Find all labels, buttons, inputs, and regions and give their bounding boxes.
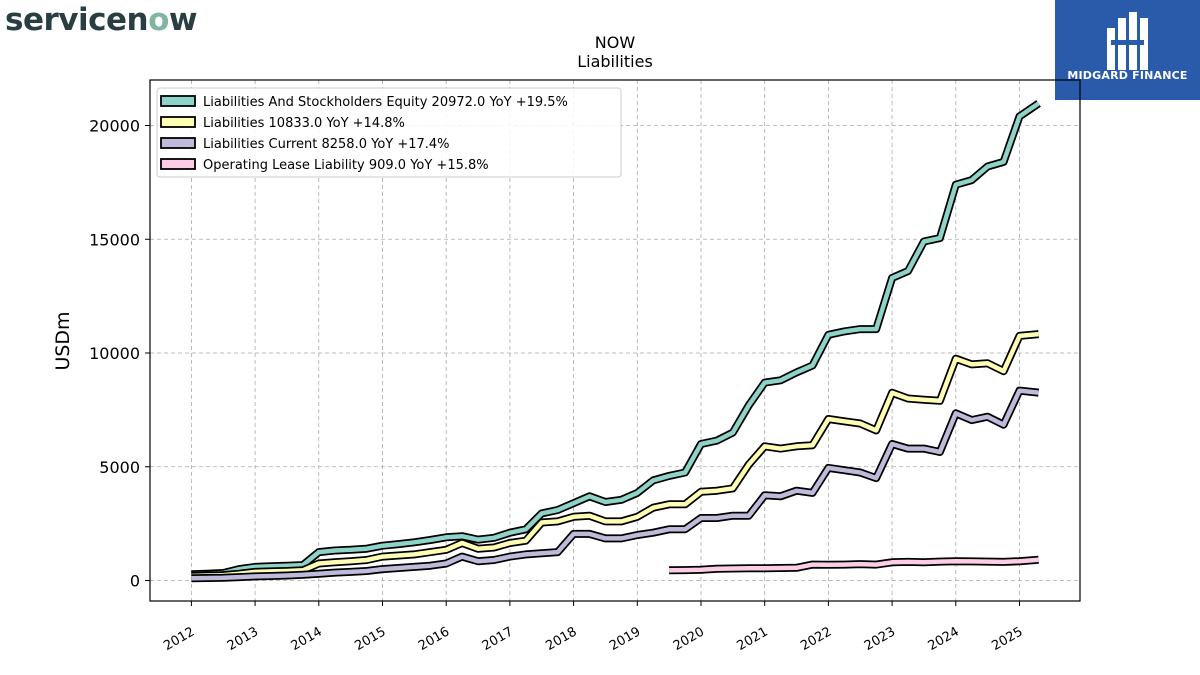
chart-subtitle: Liabilities bbox=[577, 52, 653, 71]
x-tick-label: 2015 bbox=[352, 624, 388, 654]
y-tick-label: 5000 bbox=[99, 458, 140, 477]
y-tick-label: 10000 bbox=[89, 344, 140, 363]
x-tick-label: 2013 bbox=[225, 624, 261, 654]
legend-entry: Liabilities 10833.0 YoY +14.8% bbox=[203, 116, 405, 131]
series-line bbox=[191, 100, 1041, 579]
legend-swatch bbox=[160, 158, 196, 170]
x-tick-label: 2017 bbox=[480, 624, 516, 654]
x-tick-label: 2023 bbox=[862, 624, 898, 654]
series-line bbox=[669, 555, 1039, 575]
legend-box bbox=[156, 87, 622, 178]
x-tick-label: 2024 bbox=[926, 624, 962, 654]
chart-title: NOW bbox=[595, 33, 636, 52]
series-line-fill bbox=[191, 331, 1039, 579]
legend-entry: Liabilities And Stockholders Equity 2097… bbox=[203, 95, 568, 110]
x-tick-label: 2020 bbox=[671, 624, 707, 654]
x-tick-label: 2014 bbox=[289, 624, 325, 654]
y-tick-label: 15000 bbox=[89, 230, 140, 249]
y-tick-label: 20000 bbox=[89, 117, 140, 136]
series-line bbox=[191, 330, 1039, 580]
legend-swatch bbox=[160, 137, 196, 149]
series-line-fill bbox=[669, 557, 1039, 573]
series-line bbox=[191, 386, 1040, 583]
servicenow-logo: servicenow bbox=[5, 2, 198, 38]
x-tick-label: 2019 bbox=[607, 624, 643, 654]
x-tick-label: 2018 bbox=[543, 624, 579, 654]
y-axis-label: USDm bbox=[52, 311, 74, 370]
series-line-fill bbox=[191, 388, 1039, 581]
x-tick-label: 2016 bbox=[416, 624, 452, 654]
legend-entry: Operating Lease Liability 909.0 YoY +15.… bbox=[203, 158, 489, 173]
midgard-logo-icon bbox=[1107, 12, 1148, 70]
legend-entry: Liabilities Current 8258.0 YoY +17.4% bbox=[203, 137, 450, 152]
legend-swatch bbox=[160, 116, 196, 128]
midgard-finance-badge: MIDGARD FINANCE bbox=[1055, 0, 1200, 100]
midgard-finance-label: MIDGARD FINANCE bbox=[1067, 69, 1188, 82]
plot-frame bbox=[149, 79, 1081, 602]
legend: Liabilities And Stockholders Equity 2097… bbox=[156, 87, 622, 178]
y-tick-label: 0 bbox=[130, 572, 140, 591]
x-tick-label: 2021 bbox=[735, 624, 771, 654]
x-tick-label: 2022 bbox=[798, 624, 834, 654]
series-line-fill bbox=[191, 101, 1040, 577]
series-lines bbox=[191, 100, 1041, 583]
x-tick-label: 2012 bbox=[161, 624, 197, 654]
legend-swatch bbox=[160, 95, 196, 107]
x-tick-label: 2025 bbox=[989, 624, 1025, 654]
